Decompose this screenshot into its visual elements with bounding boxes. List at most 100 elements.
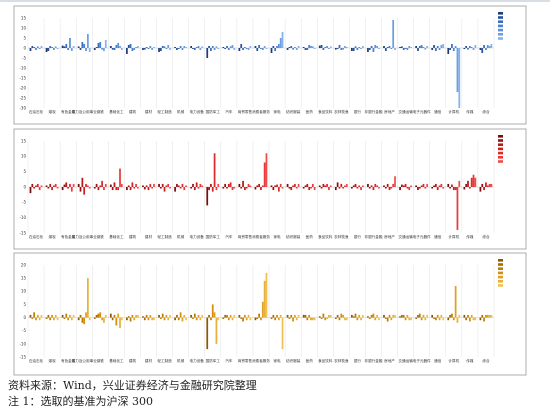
bar xyxy=(135,314,137,318)
bar xyxy=(83,44,86,48)
x-tick-label: 综合 xyxy=(482,358,490,363)
bar xyxy=(470,47,473,48)
bar xyxy=(334,48,337,50)
bar xyxy=(394,314,396,318)
bar xyxy=(35,48,37,50)
bar xyxy=(47,48,50,51)
bar xyxy=(181,317,184,322)
bar xyxy=(190,46,193,48)
bar xyxy=(227,48,230,50)
bar xyxy=(288,187,291,189)
bar xyxy=(272,46,275,48)
y-tick-label: -5 xyxy=(22,55,26,60)
bar xyxy=(101,317,103,321)
bar xyxy=(117,43,120,48)
y-tick-label: 0 xyxy=(23,45,26,50)
x-tick-label: 商贸零售 xyxy=(238,234,253,239)
bar xyxy=(77,317,80,321)
bar xyxy=(356,317,359,321)
bar xyxy=(133,48,136,50)
bar xyxy=(463,187,466,190)
bar xyxy=(56,317,59,321)
bar xyxy=(320,317,323,319)
bar xyxy=(340,48,343,50)
bar xyxy=(260,317,262,321)
bar xyxy=(67,317,69,321)
bar xyxy=(167,45,170,48)
bar xyxy=(270,185,273,187)
bar xyxy=(185,185,187,187)
x-tick-label: 基础化工 xyxy=(109,358,124,363)
bar xyxy=(224,48,227,49)
x-tick-label: 医药 xyxy=(306,234,314,239)
bar xyxy=(338,317,341,321)
legend-swatch xyxy=(498,37,503,40)
bar xyxy=(454,46,457,48)
bar xyxy=(372,313,375,318)
y-tick-label: 5 xyxy=(23,169,26,174)
bar xyxy=(45,48,48,52)
bar xyxy=(454,286,457,318)
x-tick-label: 电子元器件 xyxy=(413,234,431,239)
bar xyxy=(227,317,230,321)
x-tick-label: 建材 xyxy=(145,234,153,239)
bar xyxy=(454,187,457,191)
bar xyxy=(29,314,32,318)
x-tick-label: 机械 xyxy=(177,109,185,114)
bar xyxy=(167,317,170,321)
bar xyxy=(270,48,273,53)
bar xyxy=(449,48,451,50)
x-tick-label: 建筑 xyxy=(129,109,137,114)
bar xyxy=(254,317,257,321)
bar xyxy=(468,187,471,189)
bar xyxy=(449,187,451,189)
bar xyxy=(456,48,459,92)
y-tick-label: -25 xyxy=(19,95,26,100)
x-tick-label: 轻工制造 xyxy=(157,358,172,363)
bar xyxy=(424,317,427,321)
bar xyxy=(438,48,441,50)
bar xyxy=(418,46,421,48)
bar xyxy=(308,45,311,48)
bar xyxy=(142,48,144,50)
bar xyxy=(404,317,407,321)
bar xyxy=(190,314,193,318)
bar xyxy=(265,153,268,187)
y-tick-label: 20 xyxy=(21,262,27,267)
bar xyxy=(451,313,453,318)
x-tick-label: 建材 xyxy=(145,358,153,363)
bar xyxy=(372,48,375,52)
bar xyxy=(229,46,232,48)
bar xyxy=(404,48,407,49)
bar xyxy=(292,185,294,187)
legend-swatch xyxy=(498,151,503,155)
bar xyxy=(458,314,461,318)
x-tick-label: 房地产 xyxy=(384,234,395,239)
bar xyxy=(465,317,468,321)
x-tick-label: 家电 xyxy=(273,358,281,363)
legend-swatch xyxy=(498,160,503,163)
bar xyxy=(210,183,212,187)
bar xyxy=(183,46,186,48)
bar xyxy=(40,46,43,48)
bar xyxy=(231,317,234,321)
bar xyxy=(145,314,148,318)
x-tick-label: 家电 xyxy=(273,109,281,114)
bar xyxy=(463,314,466,318)
bar xyxy=(440,314,443,318)
bar xyxy=(426,183,429,187)
bar xyxy=(104,314,107,318)
bar xyxy=(137,187,139,189)
bar xyxy=(238,183,241,187)
bar xyxy=(486,314,489,318)
bar xyxy=(451,44,453,48)
bar xyxy=(324,317,327,321)
y-tick-label: 0 xyxy=(23,315,26,320)
x-tick-label: 通信 xyxy=(434,234,442,239)
bar xyxy=(35,317,37,321)
bar xyxy=(329,185,332,187)
legend-swatch xyxy=(498,12,503,15)
bar xyxy=(306,183,309,187)
bar xyxy=(40,314,43,318)
